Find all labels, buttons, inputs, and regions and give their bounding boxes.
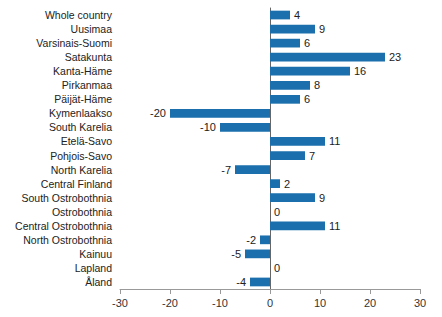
svg-text:6: 6 bbox=[304, 37, 310, 49]
svg-text:Central Finland: Central Finland bbox=[41, 178, 112, 190]
svg-text:9: 9 bbox=[319, 192, 325, 204]
svg-text:-7: -7 bbox=[221, 164, 231, 176]
svg-text:16: 16 bbox=[354, 65, 366, 77]
svg-text:-30: -30 bbox=[112, 297, 128, 309]
svg-text:Uusimaa: Uusimaa bbox=[71, 23, 113, 35]
svg-text:-20: -20 bbox=[162, 297, 178, 309]
svg-text:Kymenlaakso: Kymenlaakso bbox=[49, 107, 112, 119]
svg-text:11: 11 bbox=[329, 135, 340, 147]
svg-text:11: 11 bbox=[329, 220, 340, 232]
svg-text:-10: -10 bbox=[212, 297, 228, 309]
svg-text:20: 20 bbox=[364, 297, 376, 309]
svg-text:30: 30 bbox=[414, 297, 426, 309]
svg-text:23: 23 bbox=[389, 51, 401, 63]
svg-text:Pohjois-Savo: Pohjois-Savo bbox=[50, 150, 112, 162]
svg-text:0: 0 bbox=[274, 262, 280, 274]
svg-text:4: 4 bbox=[294, 9, 300, 21]
svg-text:Pirkanmaa: Pirkanmaa bbox=[62, 79, 112, 91]
svg-text:9: 9 bbox=[319, 23, 325, 35]
svg-text:Central Ostrobothnia: Central Ostrobothnia bbox=[15, 220, 112, 232]
svg-text:North Karelia: North Karelia bbox=[51, 164, 112, 176]
svg-text:Åland: Åland bbox=[85, 276, 112, 288]
svg-text:8: 8 bbox=[314, 79, 320, 91]
svg-text:0: 0 bbox=[267, 297, 273, 309]
svg-text:6: 6 bbox=[304, 93, 310, 105]
svg-text:Ostrobothnia: Ostrobothnia bbox=[52, 206, 112, 218]
svg-text:Lapland: Lapland bbox=[75, 262, 113, 274]
svg-text:0: 0 bbox=[274, 206, 280, 218]
svg-text:Etelä-Savo: Etelä-Savo bbox=[61, 135, 113, 147]
svg-text:Kanta-Häme: Kanta-Häme bbox=[53, 65, 112, 77]
svg-text:North Ostrobothnia: North Ostrobothnia bbox=[23, 234, 112, 246]
svg-text:-4: -4 bbox=[236, 276, 246, 288]
svg-text:Päijät-Häme: Päijät-Häme bbox=[54, 93, 112, 105]
svg-text:Varsinais-Suomi: Varsinais-Suomi bbox=[36, 37, 112, 49]
svg-text:2: 2 bbox=[284, 178, 290, 190]
svg-text:Whole country: Whole country bbox=[45, 9, 113, 21]
svg-text:Kainuu: Kainuu bbox=[79, 248, 112, 260]
svg-text:South Ostrobothnia: South Ostrobothnia bbox=[22, 192, 113, 204]
svg-text:10: 10 bbox=[314, 297, 326, 309]
svg-text:-20: -20 bbox=[150, 107, 166, 119]
svg-text:-2: -2 bbox=[246, 234, 256, 246]
svg-text:Satakunta: Satakunta bbox=[65, 51, 112, 63]
svg-text:-5: -5 bbox=[231, 248, 241, 260]
svg-text:South Karelia: South Karelia bbox=[49, 121, 112, 133]
svg-text:-10: -10 bbox=[200, 121, 216, 133]
svg-text:7: 7 bbox=[309, 150, 315, 162]
